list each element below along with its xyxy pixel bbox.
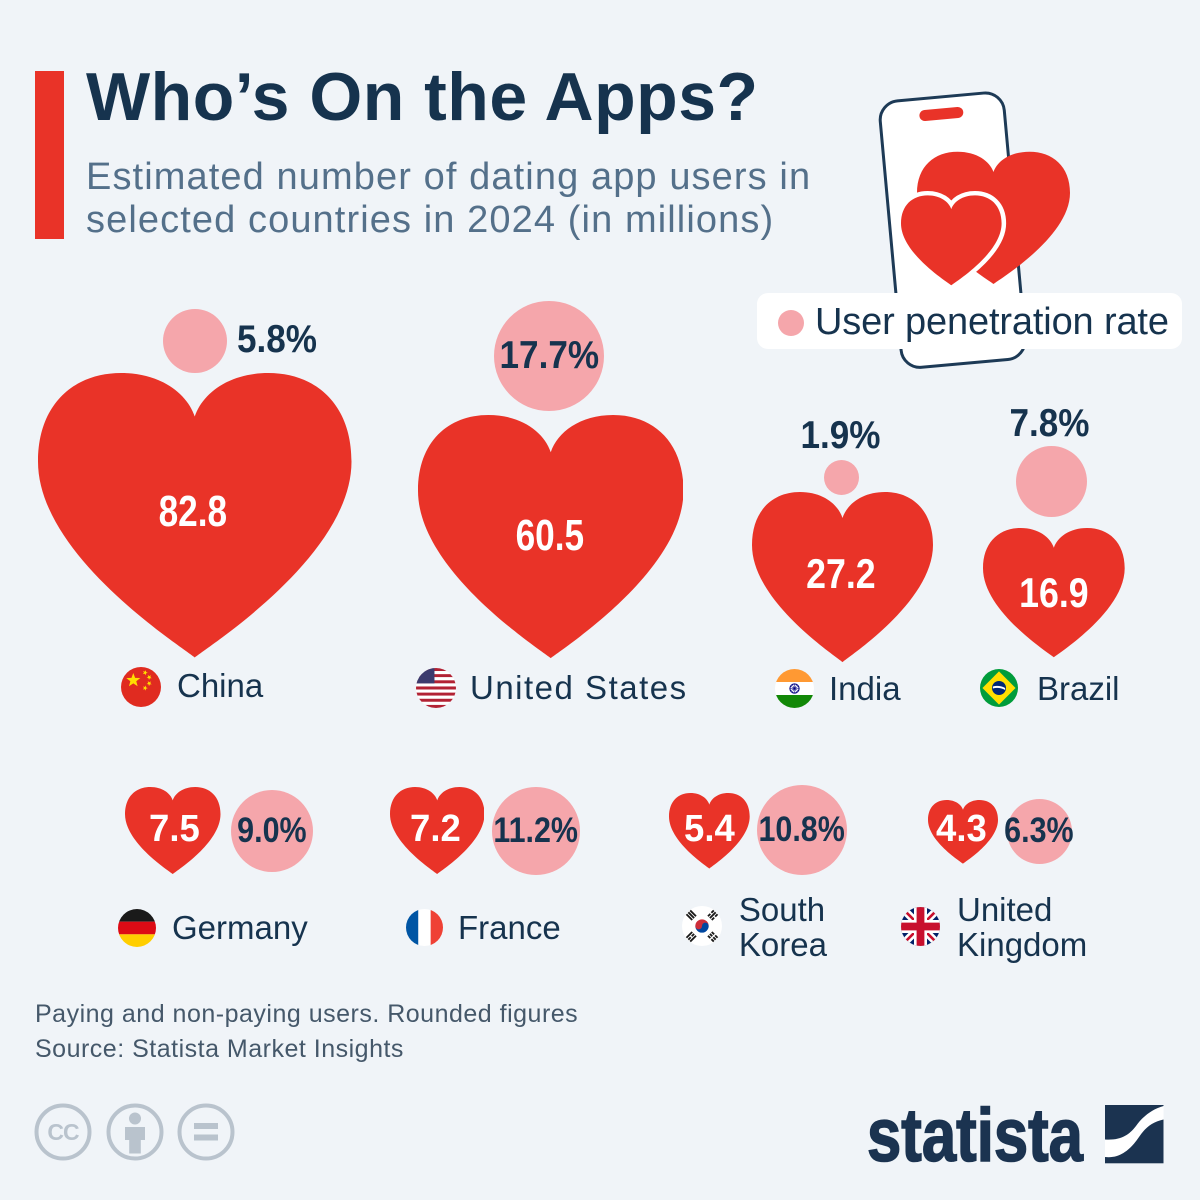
svg-text:CC: CC <box>47 1119 79 1145</box>
svg-text:statista: statista <box>867 1095 1084 1175</box>
